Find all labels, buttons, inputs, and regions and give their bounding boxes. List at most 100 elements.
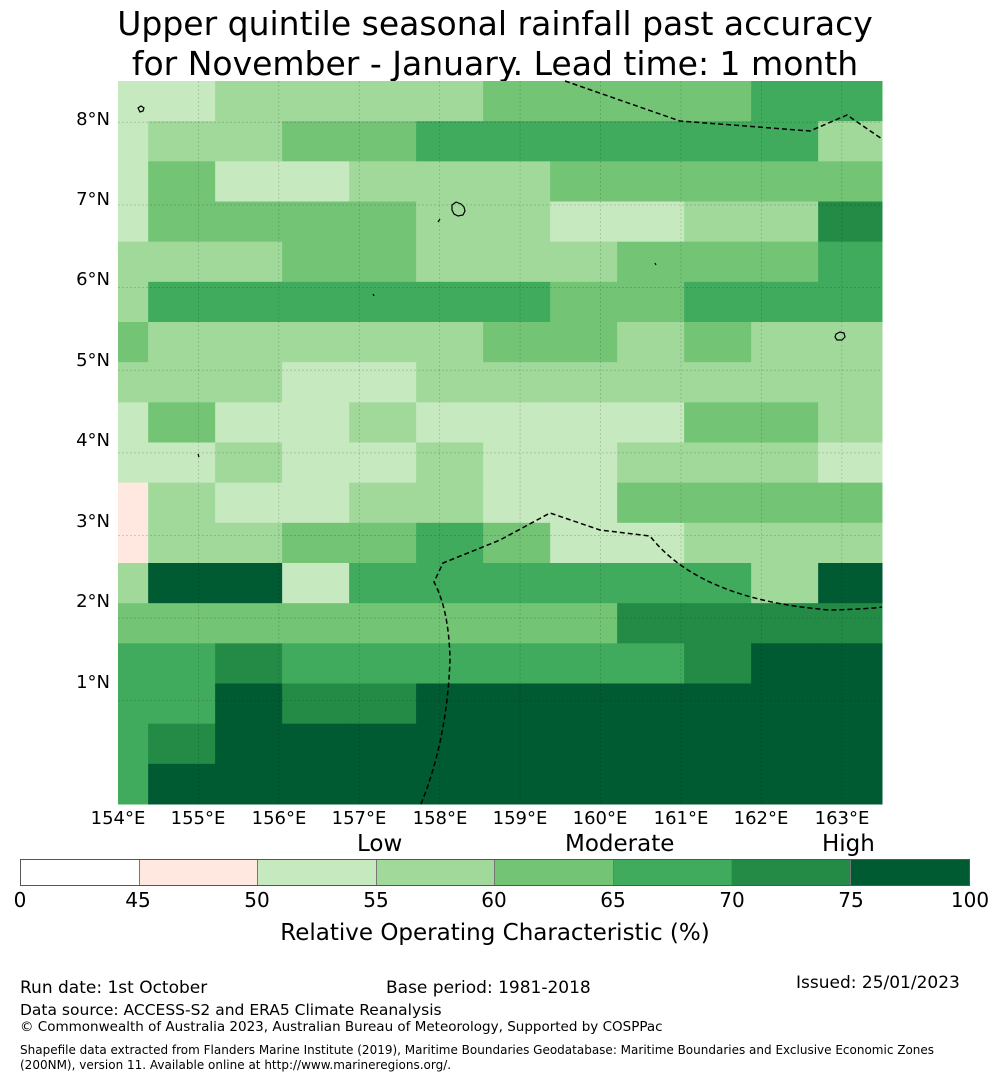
grid-cell	[818, 643, 883, 684]
grid-cell	[118, 81, 149, 122]
grid-cell	[416, 683, 484, 725]
grid-cell	[550, 763, 618, 805]
lon-label: 155°E	[170, 808, 226, 829]
grid-cell	[550, 241, 618, 283]
grid-cell	[483, 161, 551, 202]
grid-cell	[684, 763, 752, 805]
grid-cell	[215, 723, 283, 765]
grid-cell	[349, 201, 417, 243]
lat-label: 5°N	[76, 350, 110, 371]
map-title: Upper quintile seasonal rainfall past ac…	[0, 4, 990, 84]
grid-cell	[751, 402, 819, 443]
grid-cell	[349, 81, 417, 122]
grid-cell	[118, 121, 149, 162]
island-outline	[137, 105, 145, 113]
colorbar-tick: 70	[719, 888, 745, 912]
grid-cell	[118, 322, 149, 363]
grid-cell	[751, 763, 819, 805]
grid-cell	[684, 522, 752, 564]
grid-cell	[416, 522, 484, 564]
grid-cell	[617, 563, 685, 604]
grid-cell	[818, 522, 883, 564]
grid-cell	[483, 121, 551, 162]
grid-cell	[684, 362, 752, 403]
grid-cell	[215, 121, 283, 162]
island-outline	[437, 218, 441, 223]
lat-label: 4°N	[76, 430, 110, 451]
grid-cell	[483, 563, 551, 604]
grid-cell	[550, 643, 618, 684]
grid-cell	[416, 241, 484, 283]
grid-cell	[416, 442, 484, 484]
grid-cell	[684, 723, 752, 765]
grid-cell	[818, 322, 883, 363]
grid-cell	[349, 482, 417, 524]
grid-cell	[818, 362, 883, 403]
grid-cell	[684, 643, 752, 684]
grid-cell	[148, 121, 216, 162]
colorbar-tick: 65	[600, 888, 626, 912]
grid-cell	[550, 522, 618, 564]
colorbar-tick: 100	[950, 888, 990, 912]
lon-label: 163°E	[814, 808, 870, 829]
grid-cell	[617, 683, 685, 725]
grid-cell	[617, 402, 685, 443]
grid-cell	[483, 683, 551, 725]
grid-cell	[751, 723, 819, 765]
grid-cell	[550, 121, 618, 162]
grid-cell	[684, 442, 752, 484]
grid-cell	[751, 482, 819, 524]
grid-cell	[483, 763, 551, 805]
grid-cell	[148, 241, 216, 283]
grid-cell	[148, 81, 216, 122]
grid-cell	[148, 482, 216, 524]
grid-cell	[751, 241, 819, 283]
grid-cell	[550, 563, 618, 604]
grid-cell	[349, 442, 417, 484]
base-period: Base period: 1981-2018	[386, 978, 591, 998]
grid-cell	[617, 241, 685, 283]
grid-cell	[483, 402, 551, 443]
shapefile-credit-line-2: (200NM), version 11. Available online at…	[20, 1058, 452, 1072]
colorbar-segment	[258, 860, 377, 885]
grid-cell	[550, 281, 618, 323]
colorbar-segment	[850, 860, 969, 885]
grid-cell	[751, 442, 819, 484]
grid-cells	[118, 81, 883, 805]
copyright: © Commonwealth of Australia 2023, Austra…	[20, 1019, 663, 1035]
grid-cell	[215, 442, 283, 484]
issued-date: Issued: 25/01/2023	[796, 973, 960, 993]
grid-cell	[751, 603, 819, 644]
grid-cell	[617, 201, 685, 243]
grid-cell	[215, 241, 283, 283]
colorbar-segment	[613, 860, 732, 885]
lon-label: 161°E	[653, 808, 709, 829]
grid-cell	[483, 281, 551, 323]
colorbar-tick: 60	[481, 888, 507, 912]
grid-cell	[148, 522, 216, 564]
maritime-boundaries	[420, 80, 883, 805]
grid-cell	[349, 281, 417, 323]
grid-cell	[416, 362, 484, 403]
grid-cell	[550, 201, 618, 243]
grid-cell	[282, 522, 350, 564]
grid-cell	[751, 281, 819, 323]
grid-cell	[416, 723, 484, 765]
grid-cell	[118, 643, 149, 684]
grid-cell	[684, 121, 752, 162]
data-source: Data source: ACCESS-S2 and ERA5 Climate …	[20, 1001, 442, 1019]
grid-cell	[282, 322, 350, 363]
grid-cell	[215, 402, 283, 443]
island-outline	[197, 453, 200, 458]
grid-cell	[148, 763, 216, 805]
grid-cell	[148, 402, 216, 443]
run-date: Run date: 1st October	[20, 978, 208, 998]
grid-cell	[282, 763, 350, 805]
grid-cell	[818, 683, 883, 725]
grid-cell	[416, 563, 484, 604]
grid-cell	[818, 121, 883, 162]
grid-cell	[118, 522, 149, 564]
colorbar-tick: 50	[244, 888, 270, 912]
grid-cell	[818, 563, 883, 604]
grid-cell	[282, 723, 350, 765]
